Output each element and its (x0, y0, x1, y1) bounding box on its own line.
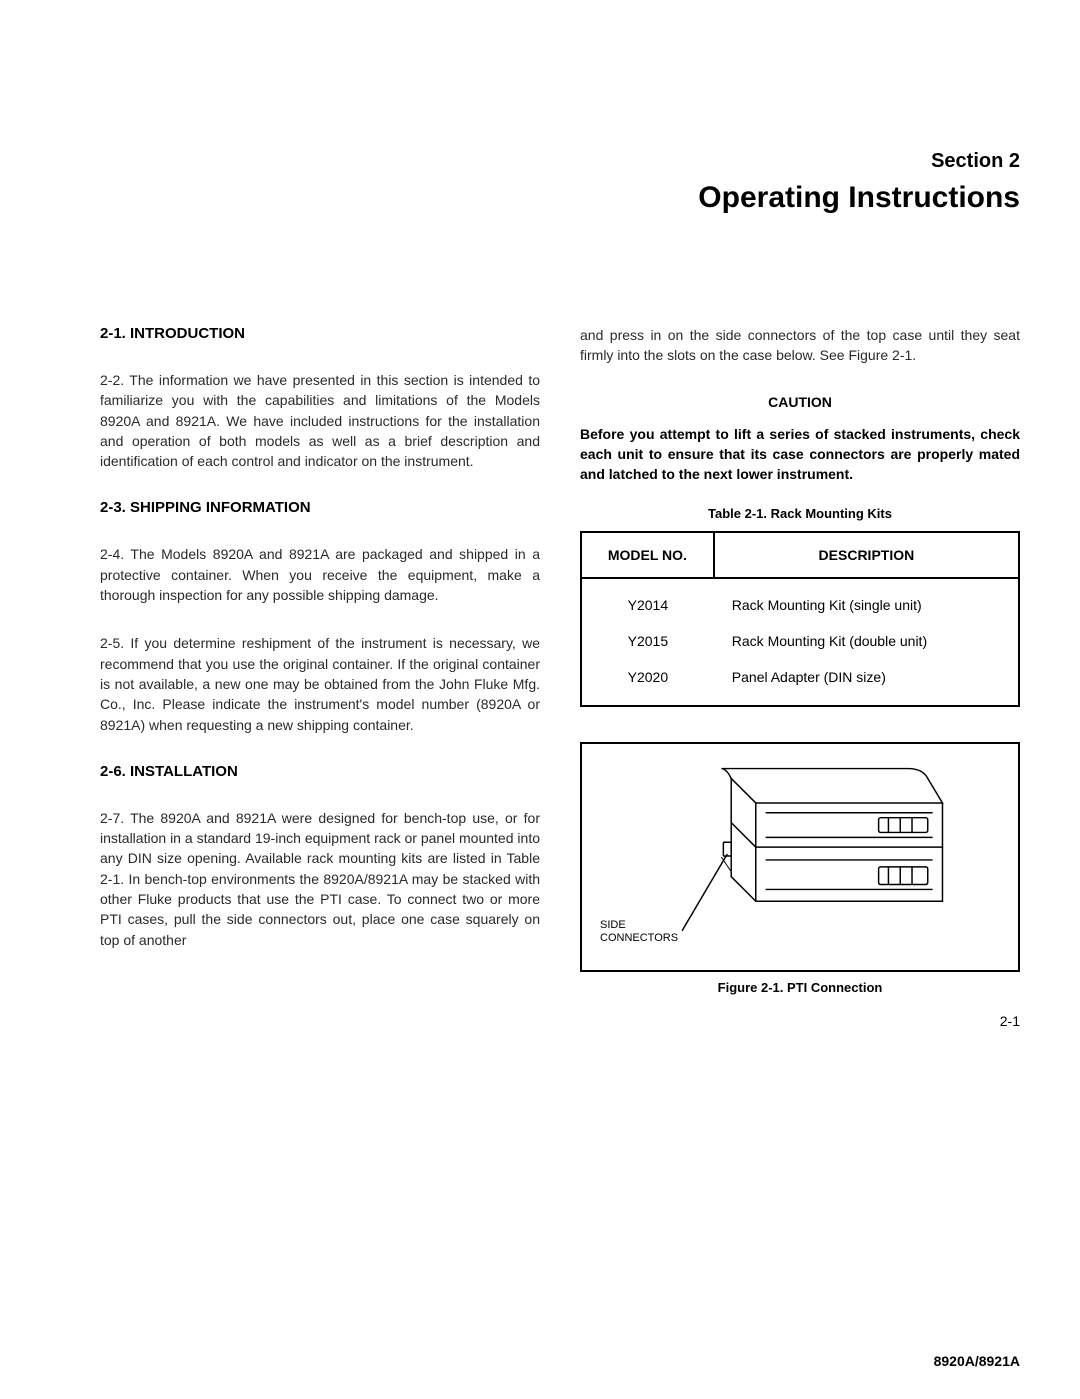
section-label: Section 2 (100, 150, 1020, 173)
left-column: 2-1. INTRODUCTION 2-2. The information w… (100, 325, 540, 1029)
table-cell-model: Y2015 (581, 623, 714, 659)
table-cell-description: Panel Adapter (DIN size) (714, 659, 1019, 706)
table-cell-description: Rack Mounting Kit (double unit) (714, 623, 1019, 659)
section-title: Operating Instructions (100, 181, 1020, 215)
table-header-description: DESCRIPTION (714, 532, 1019, 578)
table-row: Y2014 Rack Mounting Kit (single unit) (581, 578, 1019, 623)
paragraph-2-7: 2-7. The 8920A and 8921A were designed f… (100, 808, 540, 950)
table-cell-model: Y2014 (581, 578, 714, 623)
table-caption: Table 2-1. Rack Mounting Kits (580, 506, 1020, 521)
paragraph-2-4: 2-4. The Models 8920A and 8921A are pack… (100, 544, 540, 605)
side-connectors-label: SIDE CONNECTORS (600, 919, 678, 945)
caution-label: CAUTION (580, 394, 1020, 410)
table-row: Y2015 Rack Mounting Kit (double unit) (581, 623, 1019, 659)
heading-installation: 2-6. INSTALLATION (100, 763, 540, 780)
paragraph-continued: and press in on the side connectors of t… (580, 325, 1020, 366)
rack-mounting-table: MODEL NO. DESCRIPTION Y2014 Rack Mountin… (580, 531, 1020, 707)
table-cell-model: Y2020 (581, 659, 714, 706)
table-row: Y2020 Panel Adapter (DIN size) (581, 659, 1019, 706)
right-column: and press in on the side connectors of t… (580, 325, 1020, 1029)
content-columns: 2-1. INTRODUCTION 2-2. The information w… (100, 325, 1020, 1029)
paragraph-2-5: 2-5. If you determine reshipment of the … (100, 633, 540, 734)
paragraph-2-2: 2-2. The information we have presented i… (100, 370, 540, 471)
footer-model: 8920A/8921A (934, 1353, 1020, 1369)
section-header: Section 2 Operating Instructions (100, 150, 1020, 215)
page-number: 2-1 (580, 1013, 1020, 1029)
heading-shipping: 2-3. SHIPPING INFORMATION (100, 499, 540, 516)
figure-pti-connection: SIDE CONNECTORS (580, 742, 1020, 972)
table-header-model: MODEL NO. (581, 532, 714, 578)
table-cell-description: Rack Mounting Kit (single unit) (714, 578, 1019, 623)
heading-introduction: 2-1. INTRODUCTION (100, 325, 540, 342)
figure-caption: Figure 2-1. PTI Connection (580, 980, 1020, 995)
caution-text: Before you attempt to lift a series of s… (580, 424, 1020, 485)
